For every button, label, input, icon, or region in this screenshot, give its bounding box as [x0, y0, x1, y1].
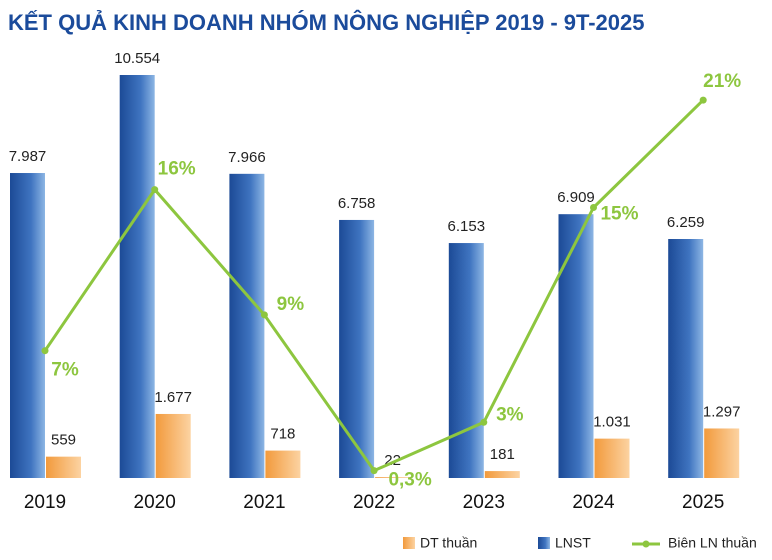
bar: [119, 75, 155, 478]
percent-label: 9%: [277, 294, 305, 315]
line-point: [370, 467, 378, 475]
bar: [339, 219, 375, 478]
x-tick-label: 2023: [463, 492, 505, 513]
line-point: [151, 186, 159, 194]
percent-label: 15%: [600, 204, 638, 225]
x-tick-label: 2021: [243, 492, 285, 513]
chart-title: KẾT QUẢ KINH DOANH NHÓM NÔNG NGHIỆP 2019…: [8, 10, 645, 35]
legend: DT thuần LNST Biên LN thuần: [403, 535, 757, 551]
bar: [265, 450, 301, 478]
value-label: 1.677: [154, 389, 192, 406]
value-label: 1.297: [703, 403, 741, 420]
percent-label: 7%: [51, 360, 79, 381]
bar: [448, 243, 484, 478]
value-label: 559: [51, 432, 76, 449]
value-label: 7.987: [9, 148, 47, 165]
value-label: 6.758: [338, 195, 376, 212]
value-label: 10.554: [114, 50, 160, 67]
percent-label: 16%: [158, 159, 196, 180]
bar: [558, 214, 594, 478]
x-tick-label: 2024: [572, 492, 615, 513]
legend-label: Biên LN thuần: [668, 535, 757, 551]
x-tick-label: 2025: [682, 492, 724, 513]
legend-label: DT thuần: [420, 535, 477, 551]
value-label: 7.966: [228, 149, 266, 166]
bar: [46, 456, 81, 478]
legend-swatch: [538, 537, 550, 549]
line-point: [41, 347, 49, 355]
bar: [668, 239, 704, 478]
value-label: 6.153: [448, 218, 486, 235]
value-label: 181: [490, 446, 515, 463]
legend-swatch: [403, 537, 415, 549]
x-tick-label: 2020: [134, 492, 176, 513]
x-tick-label: 2022: [353, 492, 395, 513]
percent-label: 0,3%: [388, 470, 431, 491]
bar: [155, 413, 191, 478]
bar: [704, 428, 740, 478]
line-point: [480, 418, 488, 426]
line-point: [590, 204, 597, 211]
bar: [10, 173, 45, 478]
legend-label: LNST: [555, 535, 591, 551]
value-label: 6.909: [557, 189, 595, 206]
bar: [594, 438, 630, 478]
line-point: [699, 96, 707, 104]
value-label: 6.259: [667, 214, 705, 231]
bar: [229, 173, 265, 478]
legend-swatch-dot: [642, 540, 650, 548]
percent-label: 21%: [703, 71, 741, 92]
x-tick-label: 2019: [24, 492, 66, 513]
percent-label: 3%: [496, 404, 524, 425]
bar: [375, 477, 411, 478]
bar: [484, 471, 520, 478]
value-label: 1.031: [593, 414, 631, 431]
value-label: 718: [270, 426, 295, 443]
line-point: [260, 311, 268, 319]
